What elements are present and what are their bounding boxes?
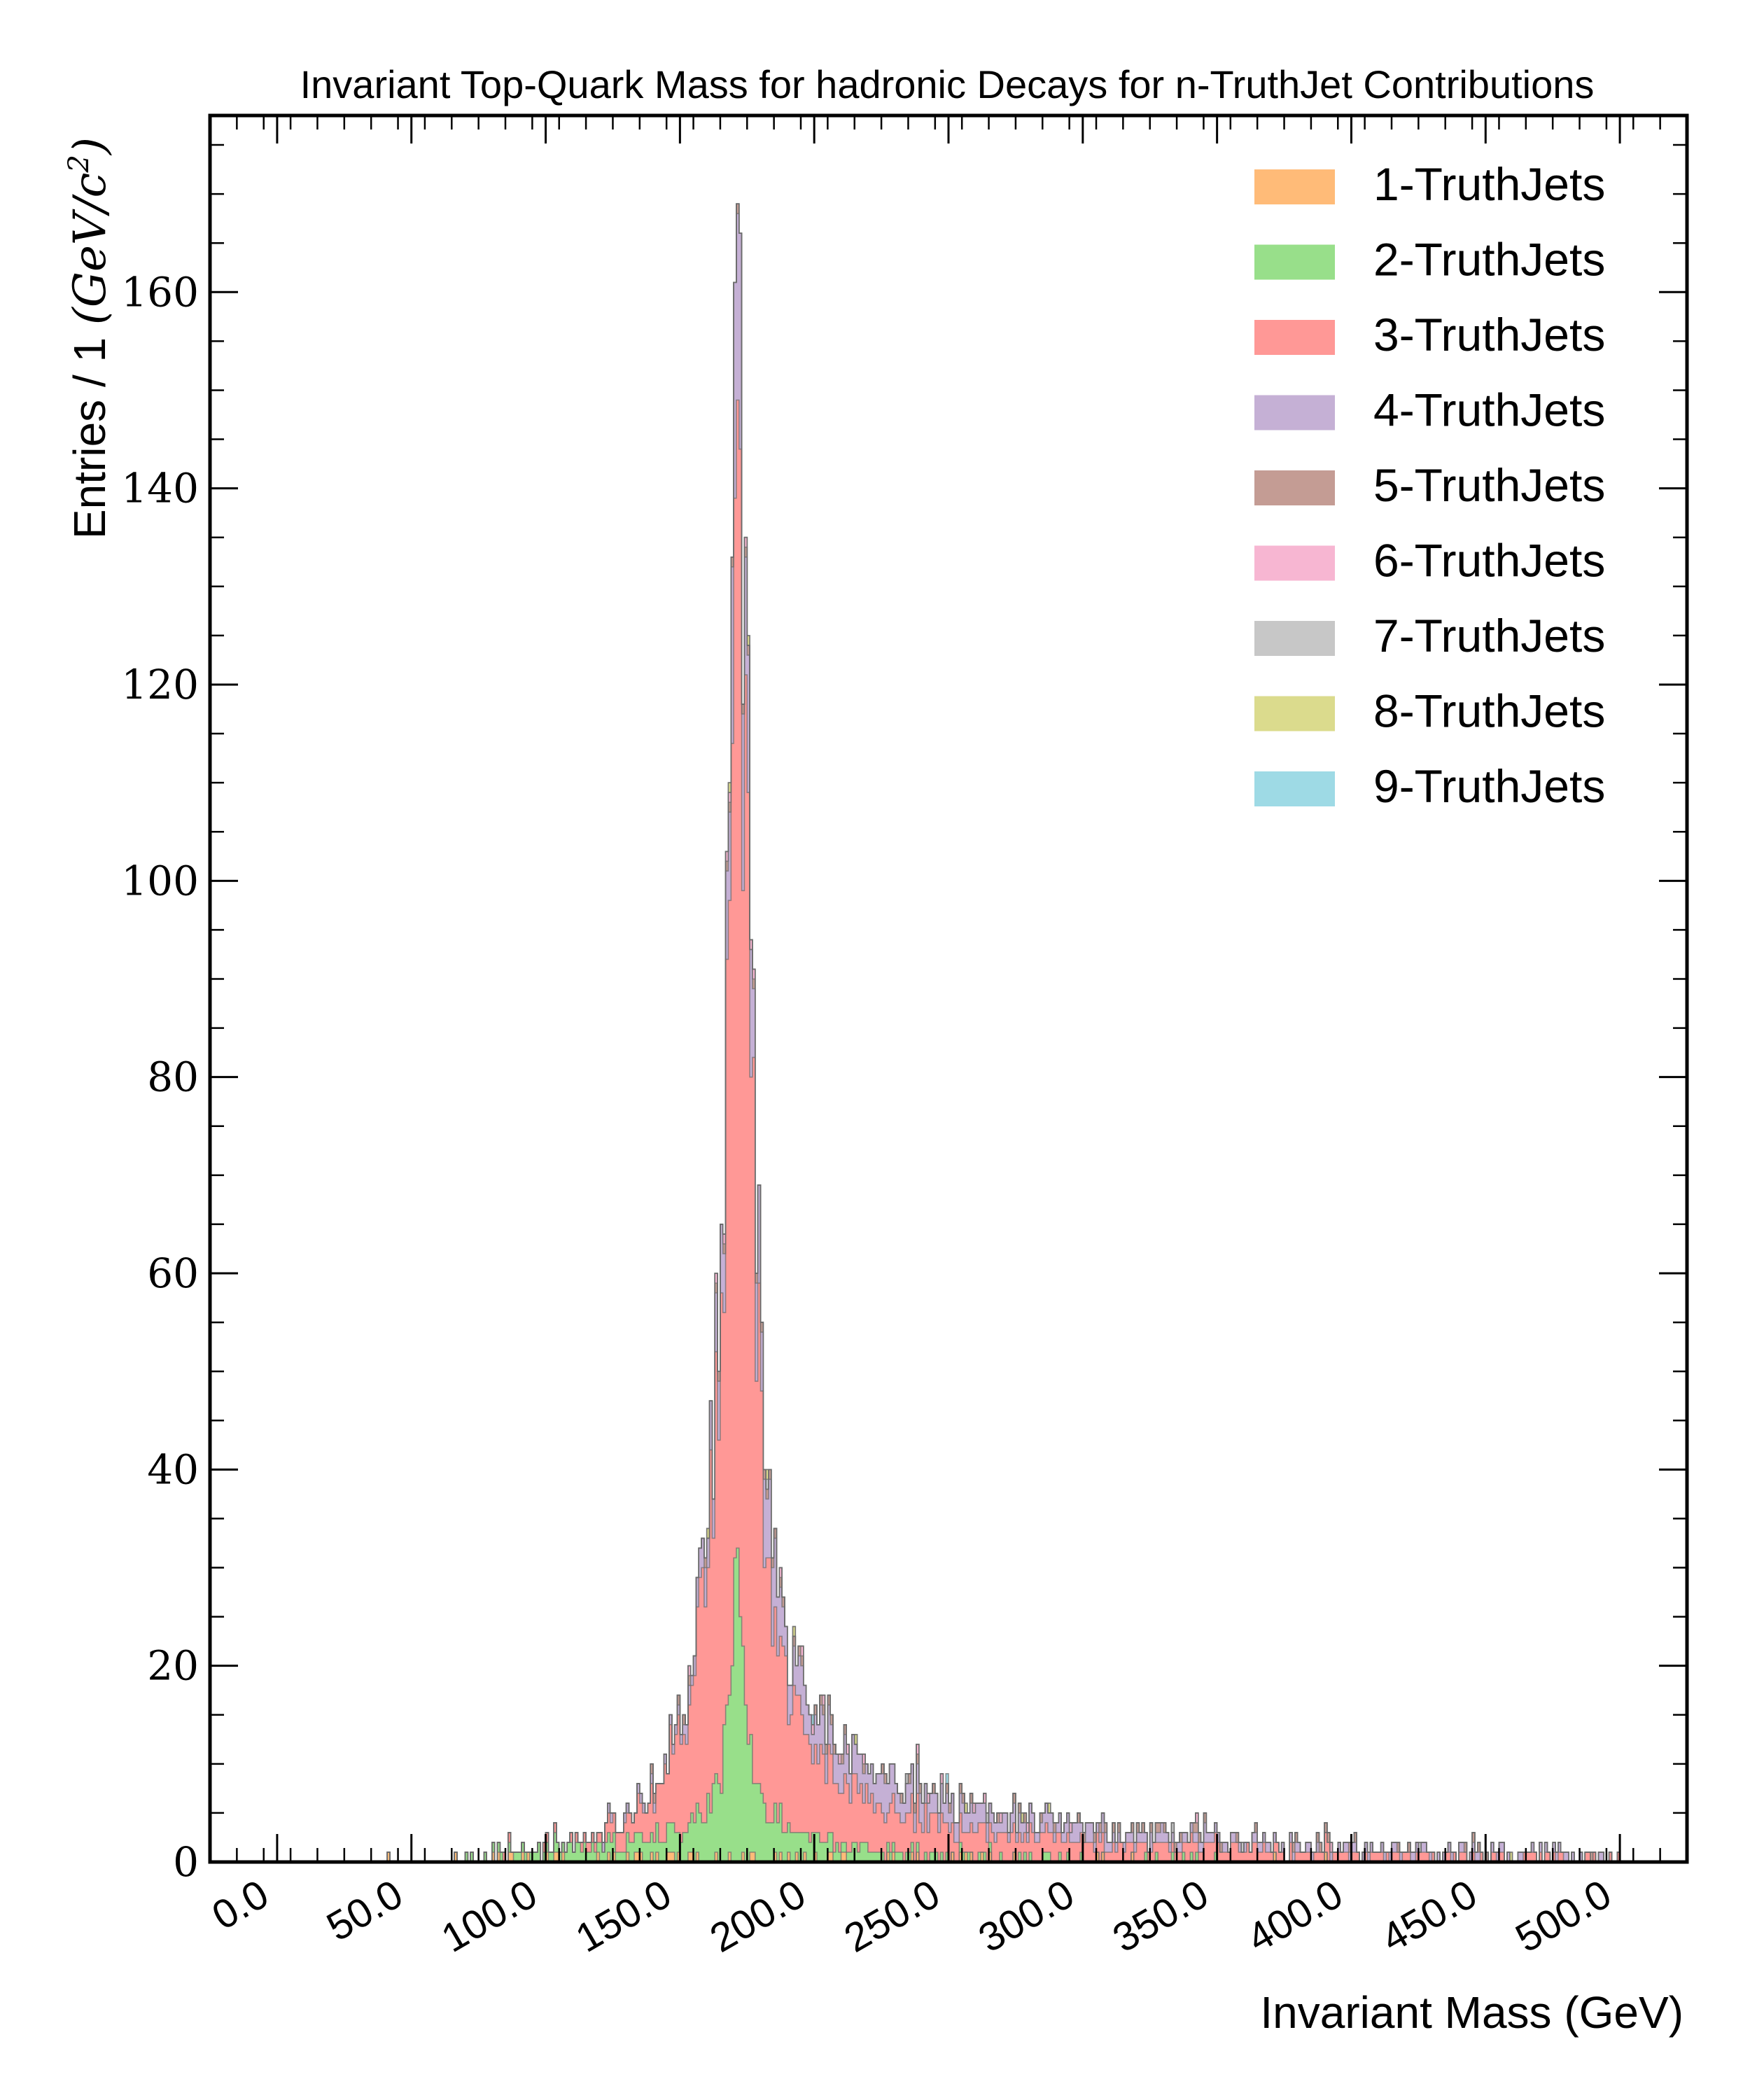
series-fill-5: [276, 204, 1620, 1863]
y-tick-label: 120: [121, 661, 199, 708]
legend-swatch: [1254, 621, 1335, 656]
x-axis-label: Invariant Mass (GeV): [1260, 1987, 1684, 2038]
legend-label: 4-TruthJets: [1373, 384, 1605, 436]
legend-swatch: [1254, 395, 1335, 430]
legend-label: 8-TruthJets: [1373, 685, 1605, 737]
series-outline-7: [276, 203, 1620, 1863]
legend-swatch: [1254, 771, 1335, 806]
y-axis-label-close: ): [64, 137, 116, 156]
x-tick-label: 150.0: [568, 1871, 679, 1961]
series-outline-5: [276, 203, 1620, 1863]
legend-label: 6-TruthJets: [1373, 535, 1605, 587]
legend: 1-TruthJets 2-TruthJets 3-TruthJets 4-Truth…: [1254, 158, 1605, 812]
legend-label: 5-TruthJets: [1373, 459, 1605, 511]
y-axis-label-unit: (GeV/c: [64, 173, 116, 326]
y-axis-label-sup: 2: [63, 155, 95, 173]
legend-label: 1-TruthJets: [1373, 158, 1605, 210]
series-outline-8: [276, 203, 1620, 1863]
x-tick-label: 400.0: [1240, 1871, 1350, 1961]
chart-title: Invariant Top-Quark Mass for hadronic De…: [300, 62, 1595, 106]
y-tick-label: 160: [121, 268, 199, 316]
x-tick-label: 100.0: [434, 1871, 545, 1961]
x-tick-label: 300.0: [971, 1871, 1082, 1961]
x-tick-label: 500.0: [1508, 1871, 1618, 1961]
y-tick-label: 0: [173, 1838, 199, 1886]
y-tick-label: 20: [147, 1642, 199, 1690]
x-tick-label: 0.0: [204, 1871, 276, 1939]
y-tick-label: 100: [121, 857, 199, 904]
x-tick-label: 450.0: [1374, 1871, 1485, 1961]
series-fill-6: [276, 204, 1620, 1863]
legend-swatch: [1254, 696, 1335, 732]
series-fill-7: [276, 204, 1620, 1863]
legend-label: 2-TruthJets: [1373, 234, 1605, 286]
y-tick-label: 140: [121, 465, 199, 512]
legend-label: 7-TruthJets: [1373, 610, 1605, 662]
axis-ticks: [209, 115, 1688, 1863]
x-tick-label: 250.0: [836, 1871, 947, 1961]
legend-swatch: [1254, 244, 1335, 280]
y-axis-label: Entries / 1 (GeV/c2): [63, 137, 116, 539]
series-fill-8: [276, 204, 1620, 1863]
legend-swatch: [1254, 169, 1335, 204]
series-outline-3: [276, 399, 1620, 1863]
legend-label: 3-TruthJets: [1373, 309, 1605, 360]
legend-label: 9-TruthJets: [1373, 760, 1605, 812]
series-outline-6: [276, 203, 1620, 1863]
legend-swatch: [1254, 545, 1335, 581]
y-tick-label: 80: [147, 1054, 199, 1101]
x-tick-label: 50.0: [319, 1871, 410, 1950]
x-tick-label: 200.0: [702, 1871, 813, 1961]
histogram-bars: [276, 203, 1620, 1863]
y-tick-label: 60: [147, 1250, 199, 1297]
y-tick-labels: 0 20 40 60 80 100 120 140 160: [121, 268, 199, 1886]
legend-swatch: [1254, 320, 1335, 355]
series-outline-9: [276, 203, 1620, 1863]
x-tick-labels: 0.0 50.0 100.0 150.0 200.0 250.0 300.0 350.0 400…: [204, 1871, 1619, 1961]
plot-frame: [208, 113, 1689, 1864]
legend-swatch: [1254, 470, 1335, 505]
x-tick-label: 350.0: [1105, 1871, 1216, 1961]
y-axis-label-prefix: Entries / 1: [64, 325, 115, 539]
y-tick-label: 40: [147, 1446, 199, 1493]
series-fill-9: [276, 204, 1620, 1863]
